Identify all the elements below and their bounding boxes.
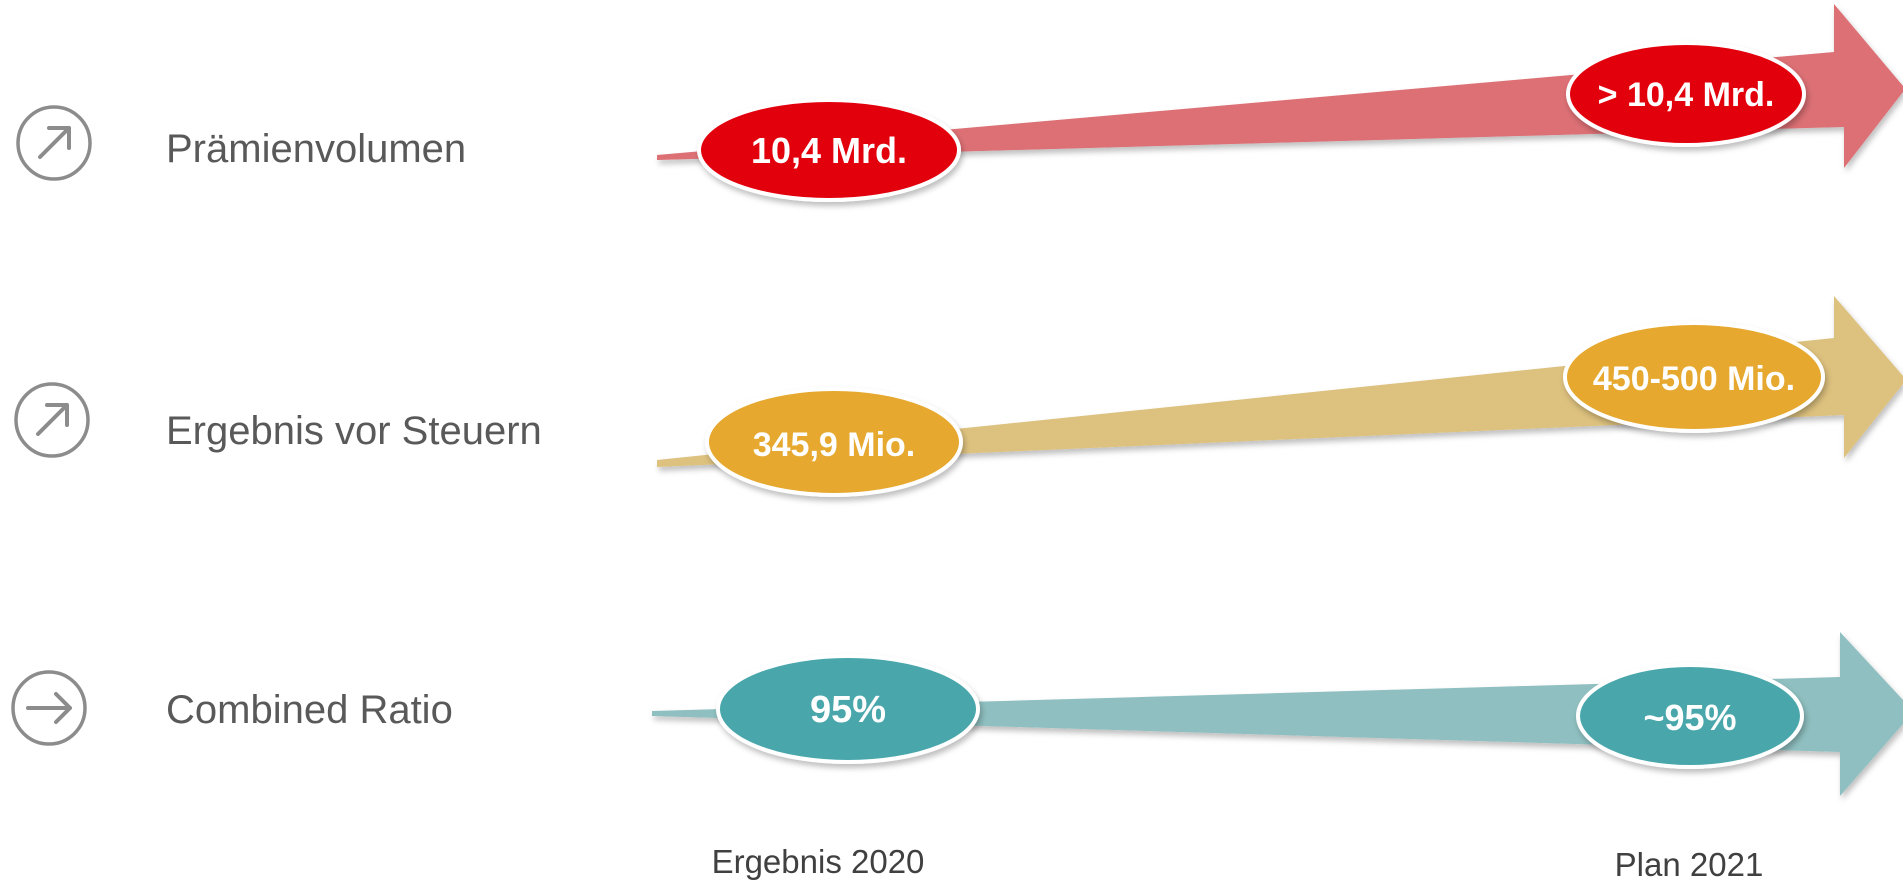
row-label: Combined Ratio: [166, 688, 453, 732]
arrow-up-right-icon: [16, 105, 92, 181]
trend-arrow: [657, 296, 1903, 467]
value-2021-bubble: ~95%: [1576, 663, 1804, 769]
row-label: Ergebnis vor Steuern: [166, 409, 542, 453]
column-label-result-2020: Ergebnis 2020: [712, 843, 925, 880]
trend-arrow: [652, 632, 1903, 796]
value-2021-bubble: 450-500 Mio.: [1563, 321, 1825, 433]
value-2020: 95%: [810, 689, 886, 731]
value-2021-bubble: > 10,4 Mrd.: [1566, 41, 1806, 147]
value-2020: 10,4 Mrd.: [751, 130, 907, 171]
row-label: Prämienvolumen: [166, 127, 466, 171]
value-2020-bubble: 10,4 Mrd.: [697, 98, 961, 202]
column-label-plan-2021: Plan 2021: [1615, 846, 1764, 883]
arrow-up-right-icon: [14, 382, 90, 458]
value-2020-bubble: 95%: [716, 654, 980, 764]
value-2020: 345,9 Mio.: [753, 426, 916, 464]
value-2021: 450-500 Mio.: [1593, 360, 1795, 398]
value-2021: > 10,4 Mrd.: [1598, 76, 1775, 114]
row-praemienvolumen: Prämienvolumen 10,4 Mrd. > 10,4 Mrd.: [16, 4, 1903, 202]
value-2020-bubble: 345,9 Mio.: [705, 387, 963, 497]
trend-arrow: [657, 4, 1903, 168]
row-combined-ratio: Combined Ratio 95% ~95%: [11, 632, 1903, 796]
arrow-right-icon: [11, 670, 87, 746]
row-ergebnis-vor-steuern: Ergebnis vor Steuern 345,9 Mio. 450-500 …: [14, 296, 1903, 497]
value-2021: ~95%: [1643, 697, 1736, 738]
